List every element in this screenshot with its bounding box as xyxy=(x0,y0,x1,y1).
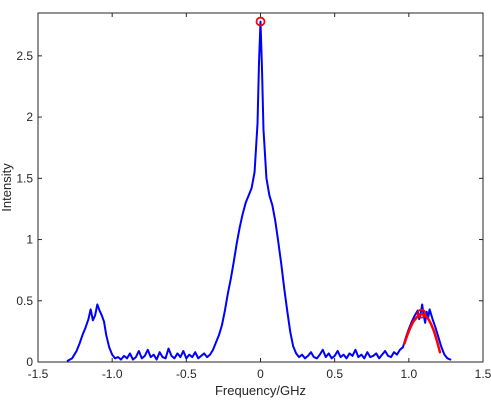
x-tick-label: -1.0 xyxy=(102,367,123,381)
x-tick-label: -1.5 xyxy=(28,367,49,381)
x-tick-label: 1.5 xyxy=(475,367,491,381)
y-tick-label: 2.5 xyxy=(16,49,33,63)
series-line-1 xyxy=(403,312,442,354)
peak-marker-1 xyxy=(416,308,427,319)
x-tick-label: -0.5 xyxy=(176,367,197,381)
x-axis: -1.5 -1.0 -0.5 0 0.5 1.0 1.5 xyxy=(28,13,491,381)
x-axis-label: Frequency/GHz xyxy=(215,383,306,398)
y-tick-label: 0.5 xyxy=(16,294,33,308)
x-tick-label: 0 xyxy=(257,367,264,381)
marker-layer xyxy=(255,16,427,319)
peak-marker-0 xyxy=(255,16,266,27)
y-tick-label: 1.5 xyxy=(16,171,33,185)
x-tick-label: 0.5 xyxy=(326,367,343,381)
plot-frame xyxy=(37,12,484,363)
y-tick-label: 2 xyxy=(26,110,33,124)
x-tick-label: 1.0 xyxy=(400,367,417,381)
y-axis: 0 0.5 1 1.5 2 2.5 xyxy=(16,49,483,369)
series-layer xyxy=(66,20,452,362)
y-tick-label: 0 xyxy=(26,355,33,369)
y-tick-label: 1 xyxy=(26,233,33,247)
series-line-0 xyxy=(66,20,452,362)
y-axis-label: Intensity xyxy=(0,163,14,212)
